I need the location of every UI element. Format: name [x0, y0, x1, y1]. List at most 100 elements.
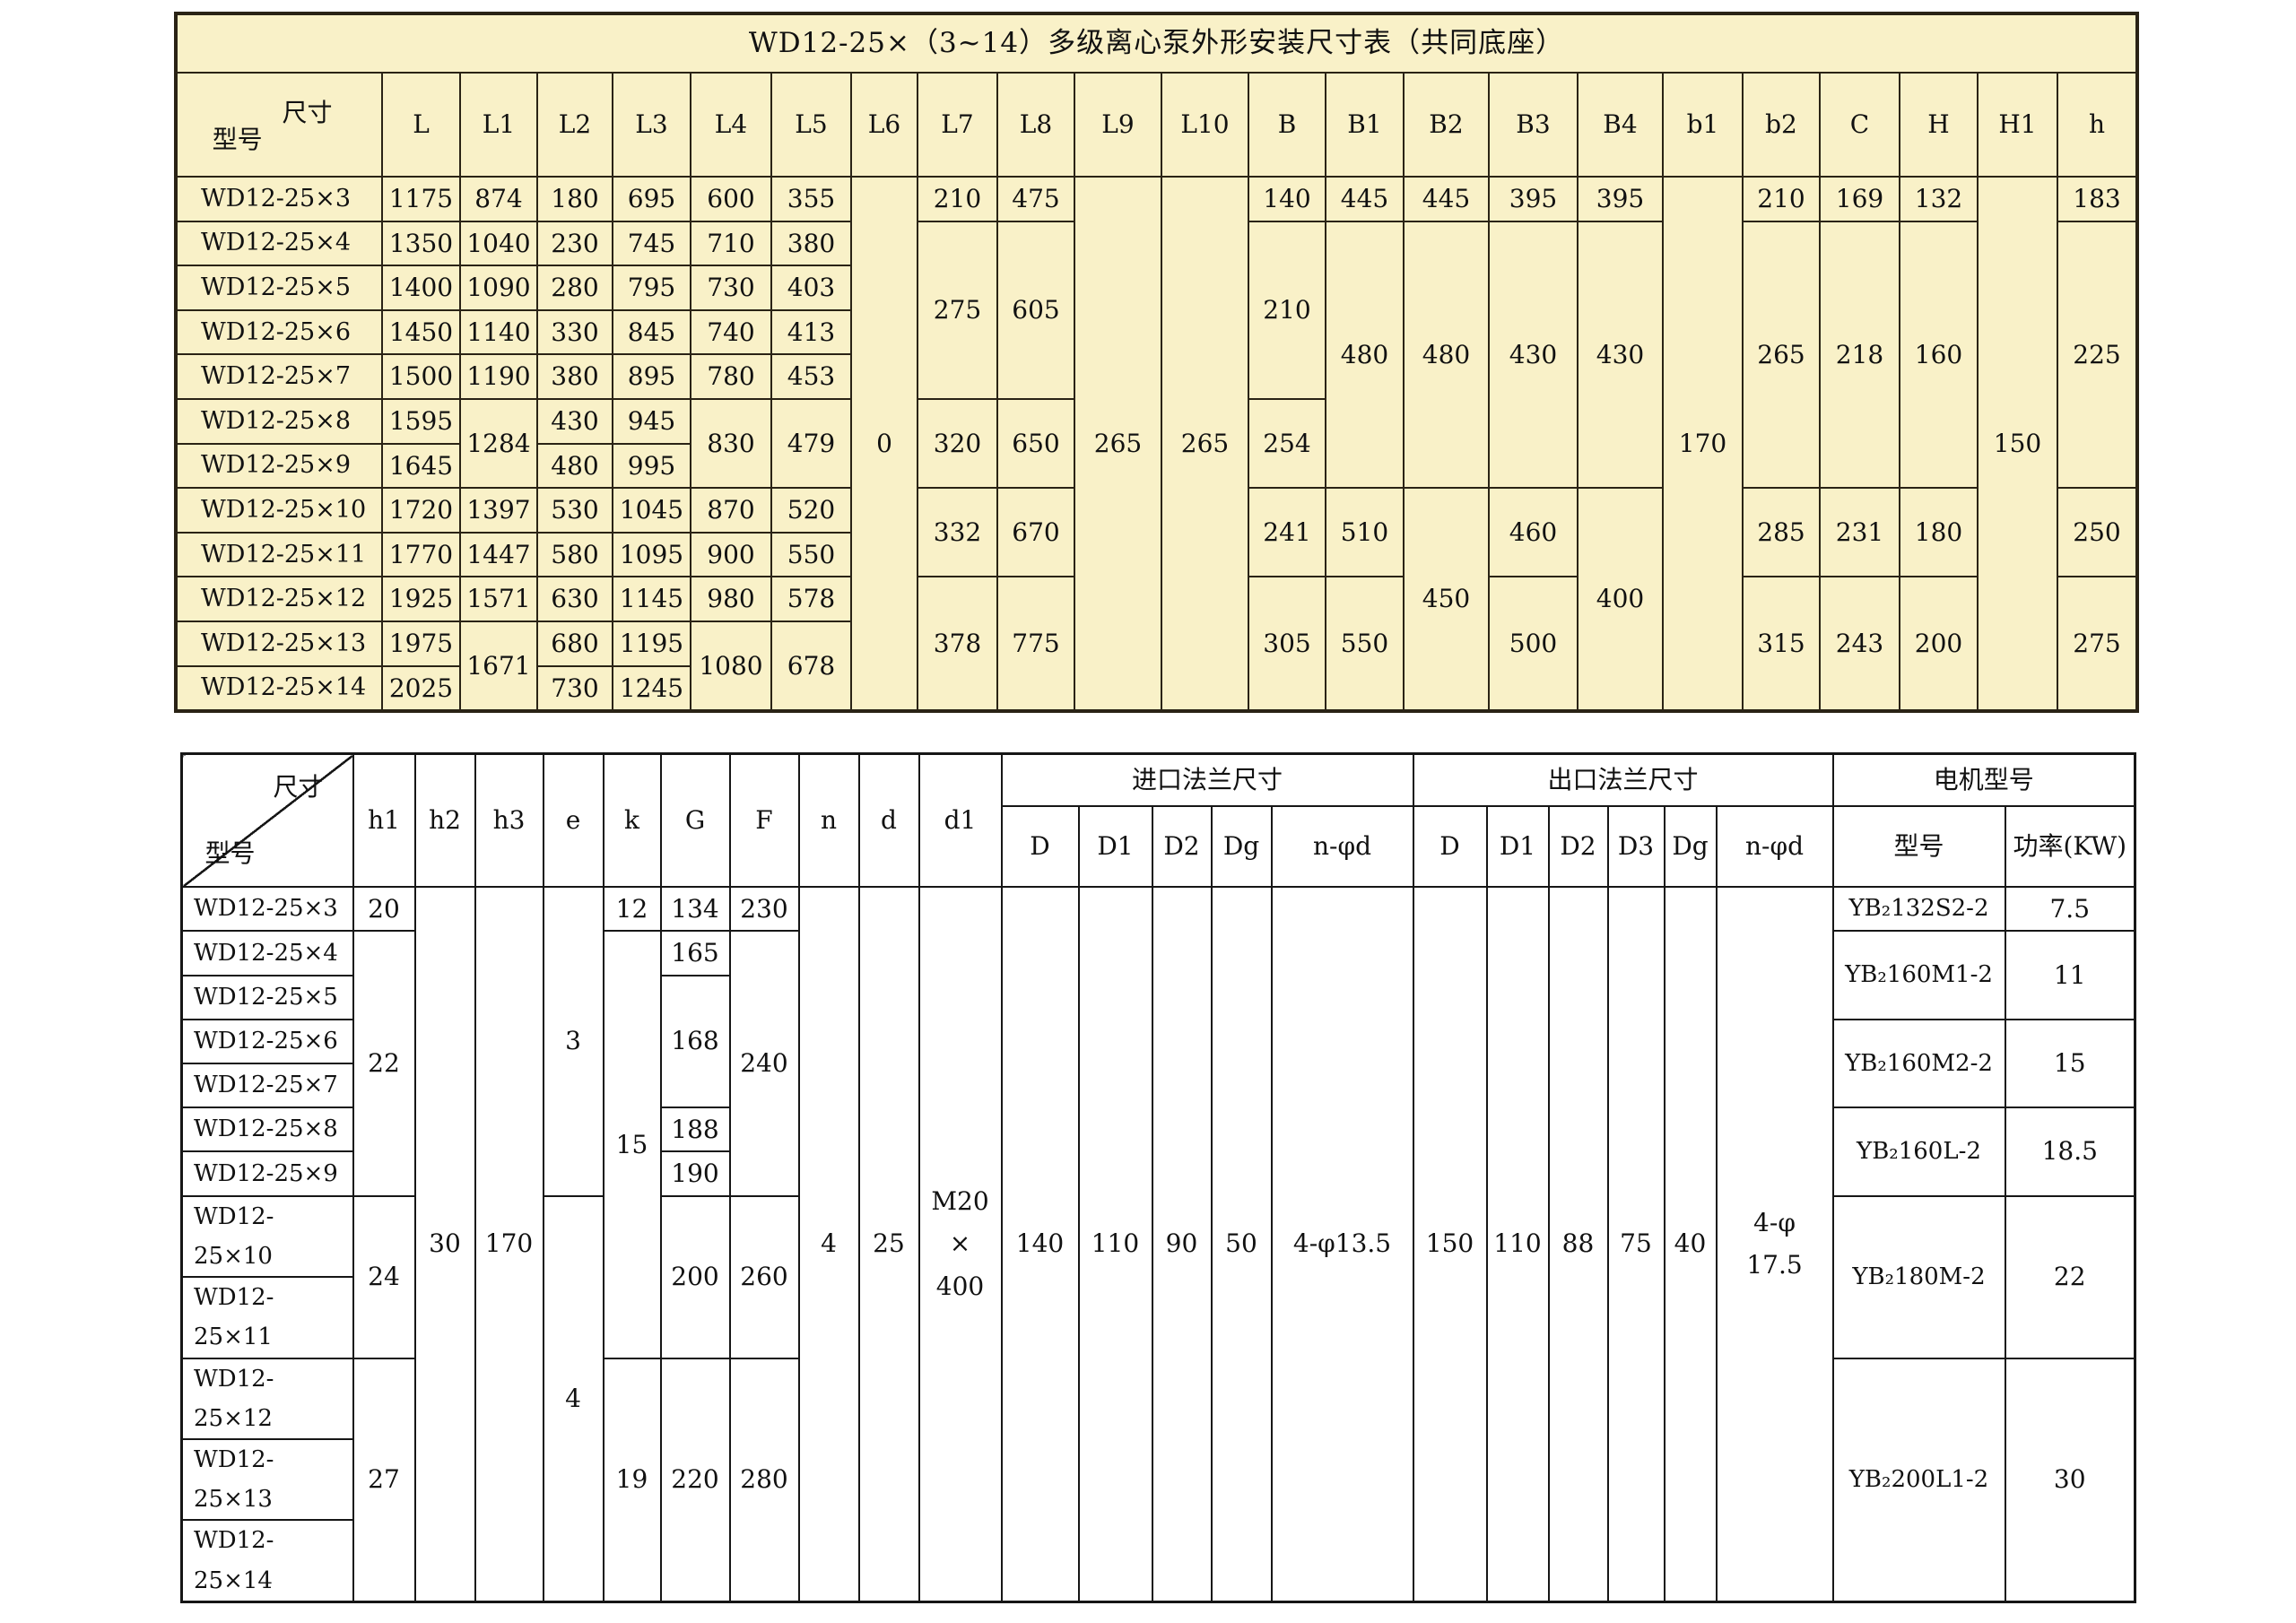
value-cell: 430: [1577, 220, 1664, 490]
model-cell: WD12-25×4: [180, 930, 354, 976]
header-cell: 出口法兰尺寸: [1412, 752, 1834, 807]
value-cell: 22: [352, 930, 416, 1197]
value-cell: 19: [602, 1357, 662, 1603]
model-cell: WD12-25×14: [180, 1519, 354, 1603]
value-cell: 395: [1488, 176, 1578, 222]
value-cell: 1140: [459, 308, 538, 356]
header-cell: n-φd: [1270, 804, 1414, 888]
value-cell: 1925: [381, 576, 461, 622]
value-cell: 20: [352, 885, 416, 933]
value-cell: 40: [1663, 885, 1718, 1603]
table-row: WD12-25×14 2025 730 1245: [175, 664, 2137, 713]
header-cell: B1: [1325, 72, 1405, 178]
split-header-cell: 尺寸 型号: [180, 752, 354, 888]
value-cell: 4-φ13.5: [1270, 885, 1414, 1603]
value-cell: 1245: [612, 664, 691, 713]
value-cell: 4: [797, 885, 860, 1603]
value-cell: 1450: [381, 308, 461, 356]
header-cell: L: [381, 72, 461, 178]
value-cell: 170: [1662, 175, 1744, 713]
value-cell: 134: [659, 885, 731, 933]
value-cell: 453: [770, 353, 852, 400]
value-cell: 24: [352, 1194, 416, 1359]
table-row: WD12-25×14: [180, 1519, 2135, 1603]
table-row: WD12-25×4 1350 1040 230 745 710 380 275 605 210 48…: [175, 220, 2138, 490]
value-cell: 22: [2004, 1194, 2136, 1359]
value-cell: 260: [728, 1194, 800, 1359]
table-row: WD12-25×4 22 15 165 240 YB₂160M1-2 11: [180, 930, 2136, 1359]
model-cell: WD12-25×8: [180, 1106, 354, 1153]
value-cell: 27: [352, 1357, 416, 1603]
table-row: WD12-25×7 1500 1190 380 895 780 453: [175, 353, 2137, 400]
value-cell: 180: [536, 176, 613, 222]
value-cell: 1045: [612, 487, 691, 534]
value-cell: 110: [1485, 885, 1550, 1603]
pump-installation-dimensions-table: WD12-25×（3~14）多级离心泵外形安装尺寸表（共同底座） 尺寸 型号 L L1 L…: [174, 12, 2139, 714]
header-cell: D2: [1547, 804, 1609, 888]
value-cell: 895: [612, 353, 691, 400]
value-cell: YB₂160M2-2: [1831, 1018, 2006, 1108]
value-cell: 695: [612, 176, 691, 222]
header-cell: L10: [1161, 72, 1249, 178]
value-cell: 1500: [381, 353, 461, 400]
value-cell: 231: [1819, 487, 1900, 578]
header-cell: k: [602, 752, 662, 888]
value-cell: 200: [659, 1194, 731, 1359]
value-cell: 230: [728, 885, 800, 933]
value-cell: 150: [1412, 885, 1488, 1603]
value-cell: 1090: [459, 265, 538, 311]
value-cell: 132: [1899, 176, 1979, 222]
model-cell: WD12-25×3: [175, 176, 383, 222]
value-cell: 168: [659, 974, 731, 1108]
header-row: 尺寸 型号 L L1 L2 L3 L4 L5 L6 L7 L8 L9 L10 B B1 B2 B3 B4 b1 b2 C…: [175, 72, 2138, 178]
table-row: WD12-25×8 1595 1284 430 945 830 479 320 650 254: [175, 397, 2137, 490]
header-cell: L3: [612, 72, 691, 178]
model-cell: WD12-25×5: [180, 974, 354, 1020]
value-cell: 740: [690, 308, 772, 356]
header-cell: G: [659, 752, 731, 888]
table-row: WD12-25×13: [180, 1437, 2135, 1522]
model-cell: WD12-25×5: [175, 265, 383, 311]
value-cell: 210: [1248, 220, 1326, 400]
value-cell: 1190: [459, 353, 538, 400]
model-cell: WD12-25×8: [175, 397, 383, 445]
value-cell: 188: [659, 1106, 731, 1153]
value-cell: 4-φ 17.5: [1715, 885, 1834, 1603]
value-cell: 265: [1742, 220, 1821, 490]
value-cell: 11: [2004, 930, 2136, 1020]
value-cell: 670: [996, 487, 1075, 578]
value-cell: 200: [1899, 576, 1979, 713]
value-cell: 380: [536, 353, 613, 400]
model-cell: WD12-25×14: [175, 664, 383, 713]
value-cell: 4: [542, 1194, 604, 1603]
value-cell: 500: [1488, 576, 1578, 713]
value-cell: 1595: [381, 397, 461, 445]
table-row: WD12-25×10 24 4 200 260 YB₂180M-2 22: [180, 1194, 2136, 1603]
model-cell: WD12-25×12: [180, 1357, 354, 1441]
value-cell: 7.5: [2004, 885, 2136, 933]
value-cell: 600: [690, 176, 772, 222]
value-cell: 18.5: [2004, 1106, 2136, 1197]
value-cell: 2025: [381, 664, 461, 713]
header-cell: D2: [1151, 804, 1213, 888]
header-cell: h2: [413, 752, 476, 888]
table-row: WD12-25×3 20 30 170 3 12 134 230 4 25 M20 × 400 140…: [180, 885, 2136, 1603]
header-cell: L9: [1074, 72, 1162, 178]
header-cell: 电机型号: [1831, 752, 2136, 807]
table-row: WD12-25×12 1925 1571 630 1145 980 578 378 775 305…: [175, 576, 2138, 713]
value-cell: 25: [857, 885, 920, 1603]
value-cell: 240: [728, 930, 800, 1197]
table-row: WD12-25×9 1645 480 995: [175, 442, 2137, 490]
value-cell: 530: [536, 487, 613, 534]
value-cell: 50: [1210, 885, 1273, 1603]
model-cell: WD12-25×13: [175, 620, 383, 667]
value-cell: 1040: [459, 220, 538, 267]
value-cell: 1400: [381, 265, 461, 311]
value-cell: 510: [1325, 487, 1405, 578]
header-cell: h: [2057, 72, 2138, 178]
value-cell: 870: [690, 487, 772, 534]
header-cell: 型号: [1831, 804, 2006, 888]
table-row: WD12-25×10 1720 1397 530 1045 870 520 332 670 241…: [175, 487, 2138, 713]
value-cell: 1770: [381, 531, 461, 578]
value-cell: 280: [728, 1357, 800, 1603]
